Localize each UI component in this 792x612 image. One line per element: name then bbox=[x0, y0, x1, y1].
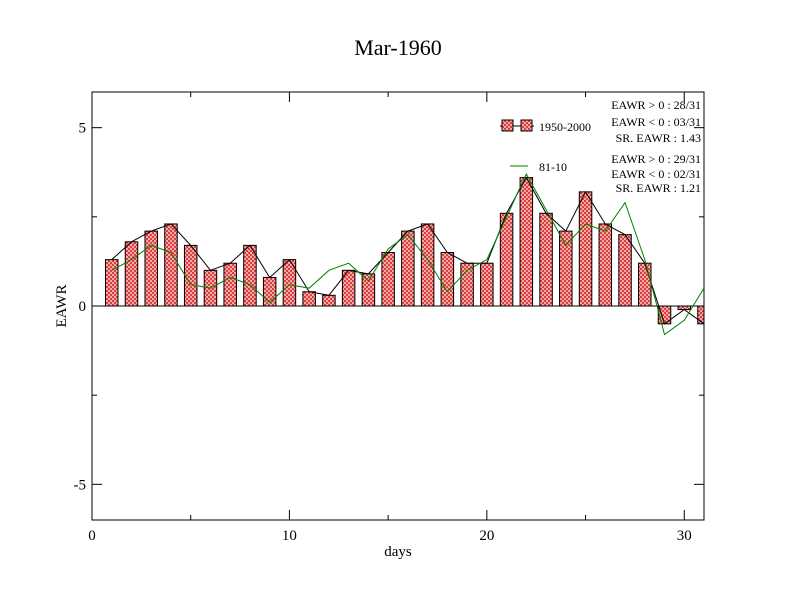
stats-positive-1950-2000: EAWR > 0 : 28/31 bbox=[611, 98, 701, 112]
legend-bar-swatch-right bbox=[520, 119, 533, 132]
stats-negative-81-10: EAWR < 0 : 02/31 bbox=[611, 167, 701, 181]
chart-title: Mar-1960 bbox=[354, 35, 442, 60]
y-tick-label: 5 bbox=[79, 121, 87, 137]
stats-block-81-10: EAWR > 0 : 29/31 EAWR < 0 : 02/31 SR. EA… bbox=[611, 152, 701, 195]
axis-tick-labels: 0 10 20 30 -5 0 5 bbox=[74, 121, 692, 544]
axis-ticks bbox=[91, 92, 704, 520]
bar-day-8 bbox=[243, 244, 257, 307]
bar-day-14 bbox=[361, 273, 376, 307]
stats-negative-1950-2000: EAWR < 0 : 03/31 bbox=[611, 115, 701, 129]
bar-day-4 bbox=[164, 223, 178, 307]
bar-day-12 bbox=[322, 294, 336, 307]
y-tick-label: -5 bbox=[74, 477, 87, 493]
legend: 1950-2000 81-10 bbox=[500, 119, 591, 174]
bar-day-9 bbox=[262, 276, 277, 307]
line-series-81-10 bbox=[111, 172, 705, 336]
bar-day-11 bbox=[302, 291, 316, 307]
bar-day-20 bbox=[480, 262, 494, 307]
bar-day-16 bbox=[401, 230, 415, 307]
bar-day-18 bbox=[440, 252, 455, 307]
stats-block-1950-2000: EAWR > 0 : 28/31 EAWR < 0 : 03/31 SR. EA… bbox=[611, 98, 701, 145]
bar-day-23 bbox=[539, 212, 553, 307]
bar-day-17 bbox=[420, 223, 435, 307]
y-axis-label: EAWR bbox=[54, 285, 70, 328]
bar-day-26 bbox=[598, 223, 613, 307]
x-axis-label: days bbox=[384, 544, 412, 560]
stats-positive-81-10: EAWR > 0 : 29/31 bbox=[611, 152, 701, 166]
bar-day-2 bbox=[124, 241, 139, 307]
bar-day-19 bbox=[460, 262, 474, 307]
bar-day-5 bbox=[183, 244, 198, 307]
y-tick-label: 0 bbox=[79, 299, 87, 315]
x-tick-label: 30 bbox=[677, 528, 692, 544]
bar-series-trend-line bbox=[111, 176, 705, 325]
legend-label-1950-2000: 1950-2000 bbox=[539, 120, 591, 134]
x-tick-label: 0 bbox=[88, 528, 96, 544]
stats-sr-1950-2000: SR. EAWR : 1.43 bbox=[616, 131, 701, 145]
bar-day-24 bbox=[559, 230, 573, 307]
bar-day-1 bbox=[104, 259, 119, 307]
bar-day-7 bbox=[223, 262, 237, 307]
bar-day-25 bbox=[578, 191, 593, 307]
bar-day-22 bbox=[519, 177, 534, 307]
stats-sr-81-10: SR. EAWR : 1.21 bbox=[616, 181, 701, 195]
bar-day-3 bbox=[144, 230, 158, 307]
bar-day-28 bbox=[638, 262, 652, 307]
legend-bar-swatch-left bbox=[501, 119, 514, 132]
bar-day-15 bbox=[381, 252, 395, 307]
x-tick-label: 20 bbox=[479, 528, 494, 544]
legend-label-81-10: 81-10 bbox=[539, 160, 567, 174]
x-tick-label: 10 bbox=[282, 528, 297, 544]
bar-day-27 bbox=[618, 234, 632, 307]
